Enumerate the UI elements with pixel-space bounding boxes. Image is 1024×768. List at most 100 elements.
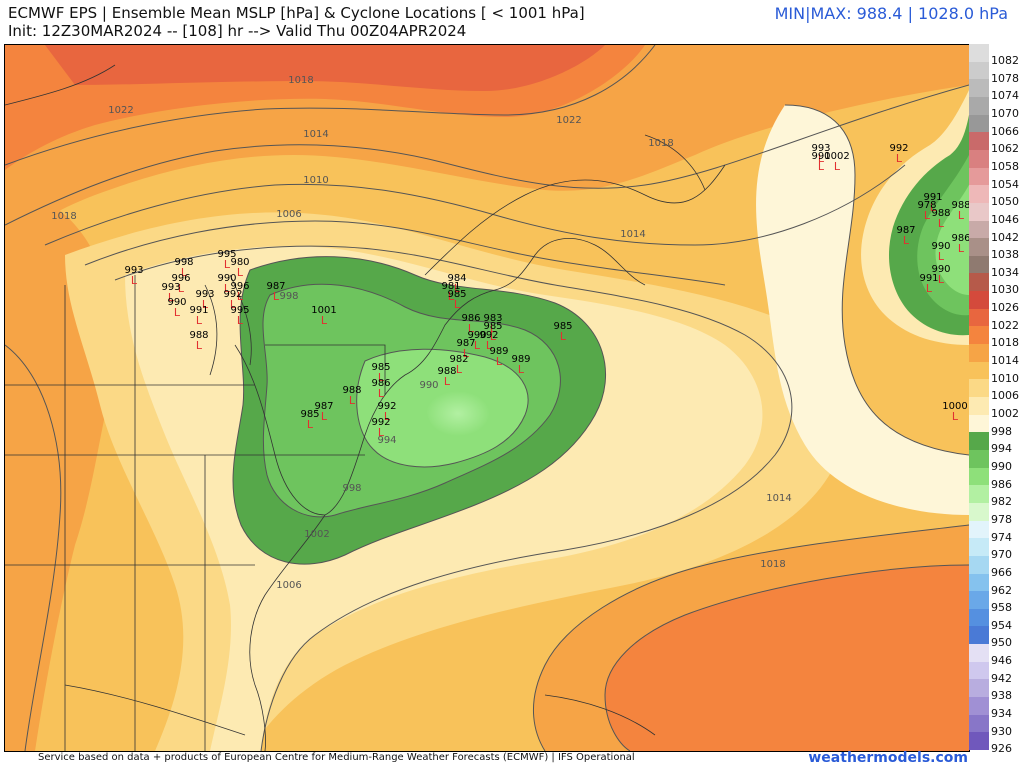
colorbar-swatch <box>969 538 989 557</box>
low-center-icon: L <box>444 375 451 388</box>
colorbar-tick-label: 1022 <box>991 318 1019 332</box>
colorbar-tick-label: 1006 <box>991 389 1019 403</box>
isobar-label: 1010 <box>303 175 328 186</box>
site-link[interactable]: weathermodels.com <box>808 750 968 766</box>
low-center-icon: L <box>237 290 244 303</box>
field-990-east <box>935 185 969 295</box>
colorbar-tick-label: 1062 <box>991 142 1019 156</box>
cyclone-pressure-label: 978 <box>917 200 936 211</box>
isobar-label: 1022 <box>108 105 133 116</box>
low-center-icon: L <box>307 418 314 431</box>
colorbar-swatch <box>969 679 989 698</box>
low-center-icon: L <box>224 282 231 295</box>
cyclone-pressure-label: 983 <box>483 313 502 324</box>
low-center-icon: L <box>237 266 244 279</box>
low-center-icon: L <box>454 282 461 295</box>
chart-title: ECMWF EPS | Ensemble Mean MSLP [hPa] & C… <box>8 4 585 22</box>
cyclone-pressure-label: 986 <box>951 233 969 244</box>
cyclone-pressure-label: 989 <box>489 346 508 357</box>
colorbar-swatch <box>969 520 989 539</box>
cyclone-pressure-label: 988 <box>437 366 456 377</box>
low-center-icon: L <box>463 347 470 360</box>
low-center-icon: L <box>474 339 481 352</box>
colorbar-tick-label: 986 <box>991 477 1012 491</box>
low-center-icon: L <box>938 250 945 263</box>
low-center-icon: L <box>321 314 328 327</box>
colorbar-swatch <box>969 132 989 151</box>
cyclone-pressure-label: 992 <box>223 289 242 300</box>
colorbar-swatch <box>969 44 989 63</box>
cyclone-pressure-label: 993 <box>161 282 180 293</box>
colorbar-tick-label: 1070 <box>991 106 1019 120</box>
low-center-icon: L <box>518 363 525 376</box>
colorbar-tick-label: 1030 <box>991 283 1019 297</box>
colorbar-swatch <box>969 167 989 186</box>
colorbar-swatch <box>969 273 989 292</box>
isobar-label: 994 <box>377 435 396 446</box>
low-center-icon: L <box>486 339 493 352</box>
colorbar-tick-label: 1074 <box>991 89 1019 103</box>
low-center-icon: L <box>202 298 209 311</box>
cyclone-pressure-label: 993 <box>195 289 214 300</box>
cyclone-pressure-label: 995 <box>217 249 236 260</box>
colorbar-swatch <box>969 379 989 398</box>
colorbar-tick-label: 978 <box>991 512 1012 526</box>
cyclone-pressure-label: 995 <box>230 305 249 316</box>
pressure-map[interactable]: 1022 1018 1014 1010 1006 1018 1022 1018 1014 998 9… <box>4 44 970 752</box>
colorbar-swatch <box>969 608 989 627</box>
colorbar-swatch <box>969 96 989 116</box>
low-center-icon: L <box>903 234 910 247</box>
low-center-icon: L <box>384 410 391 423</box>
cyclone-pressure-label: 991 <box>919 273 938 284</box>
low-center-icon: L <box>321 410 328 423</box>
colorbar-tick-label: 1034 <box>991 265 1019 279</box>
colorbar-tick-label: 1018 <box>991 336 1019 350</box>
isobar-label: 1018 <box>760 559 785 570</box>
colorbar-swatch <box>969 661 989 680</box>
low-center-icon: L <box>174 306 181 319</box>
low-center-icon: L <box>196 314 203 327</box>
cyclone-pressure-label: 990 <box>217 273 236 284</box>
cyclone-pressure-label: 980 <box>230 257 249 268</box>
colorbar-tick-label: 946 <box>991 654 1012 668</box>
cyclone-pressure-label: 987 <box>896 225 915 236</box>
colorbar-tick-label: 1078 <box>991 71 1019 85</box>
isobar-label: 998 <box>279 291 298 302</box>
colorbar-tick-label: 970 <box>991 548 1012 562</box>
isobar-label: 1018 <box>648 138 673 149</box>
low-center-icon: L <box>834 160 841 173</box>
low-center-icon: L <box>448 290 455 303</box>
colorbar-swatch <box>969 467 989 486</box>
colorbar-tick-label: 950 <box>991 636 1012 650</box>
low-center-icon: L <box>926 282 933 295</box>
cyclone-pressure-label: 990 <box>811 151 830 162</box>
isobars <box>5 45 969 751</box>
colorbar-swatch <box>969 591 989 610</box>
colorbar-swatch <box>969 255 989 274</box>
low-center-icon: L <box>468 322 475 335</box>
cyclone-pressure-label: 982 <box>449 354 468 365</box>
cyclone-pressure-label: 990 <box>167 297 186 308</box>
colorbar-swatch <box>969 397 989 416</box>
